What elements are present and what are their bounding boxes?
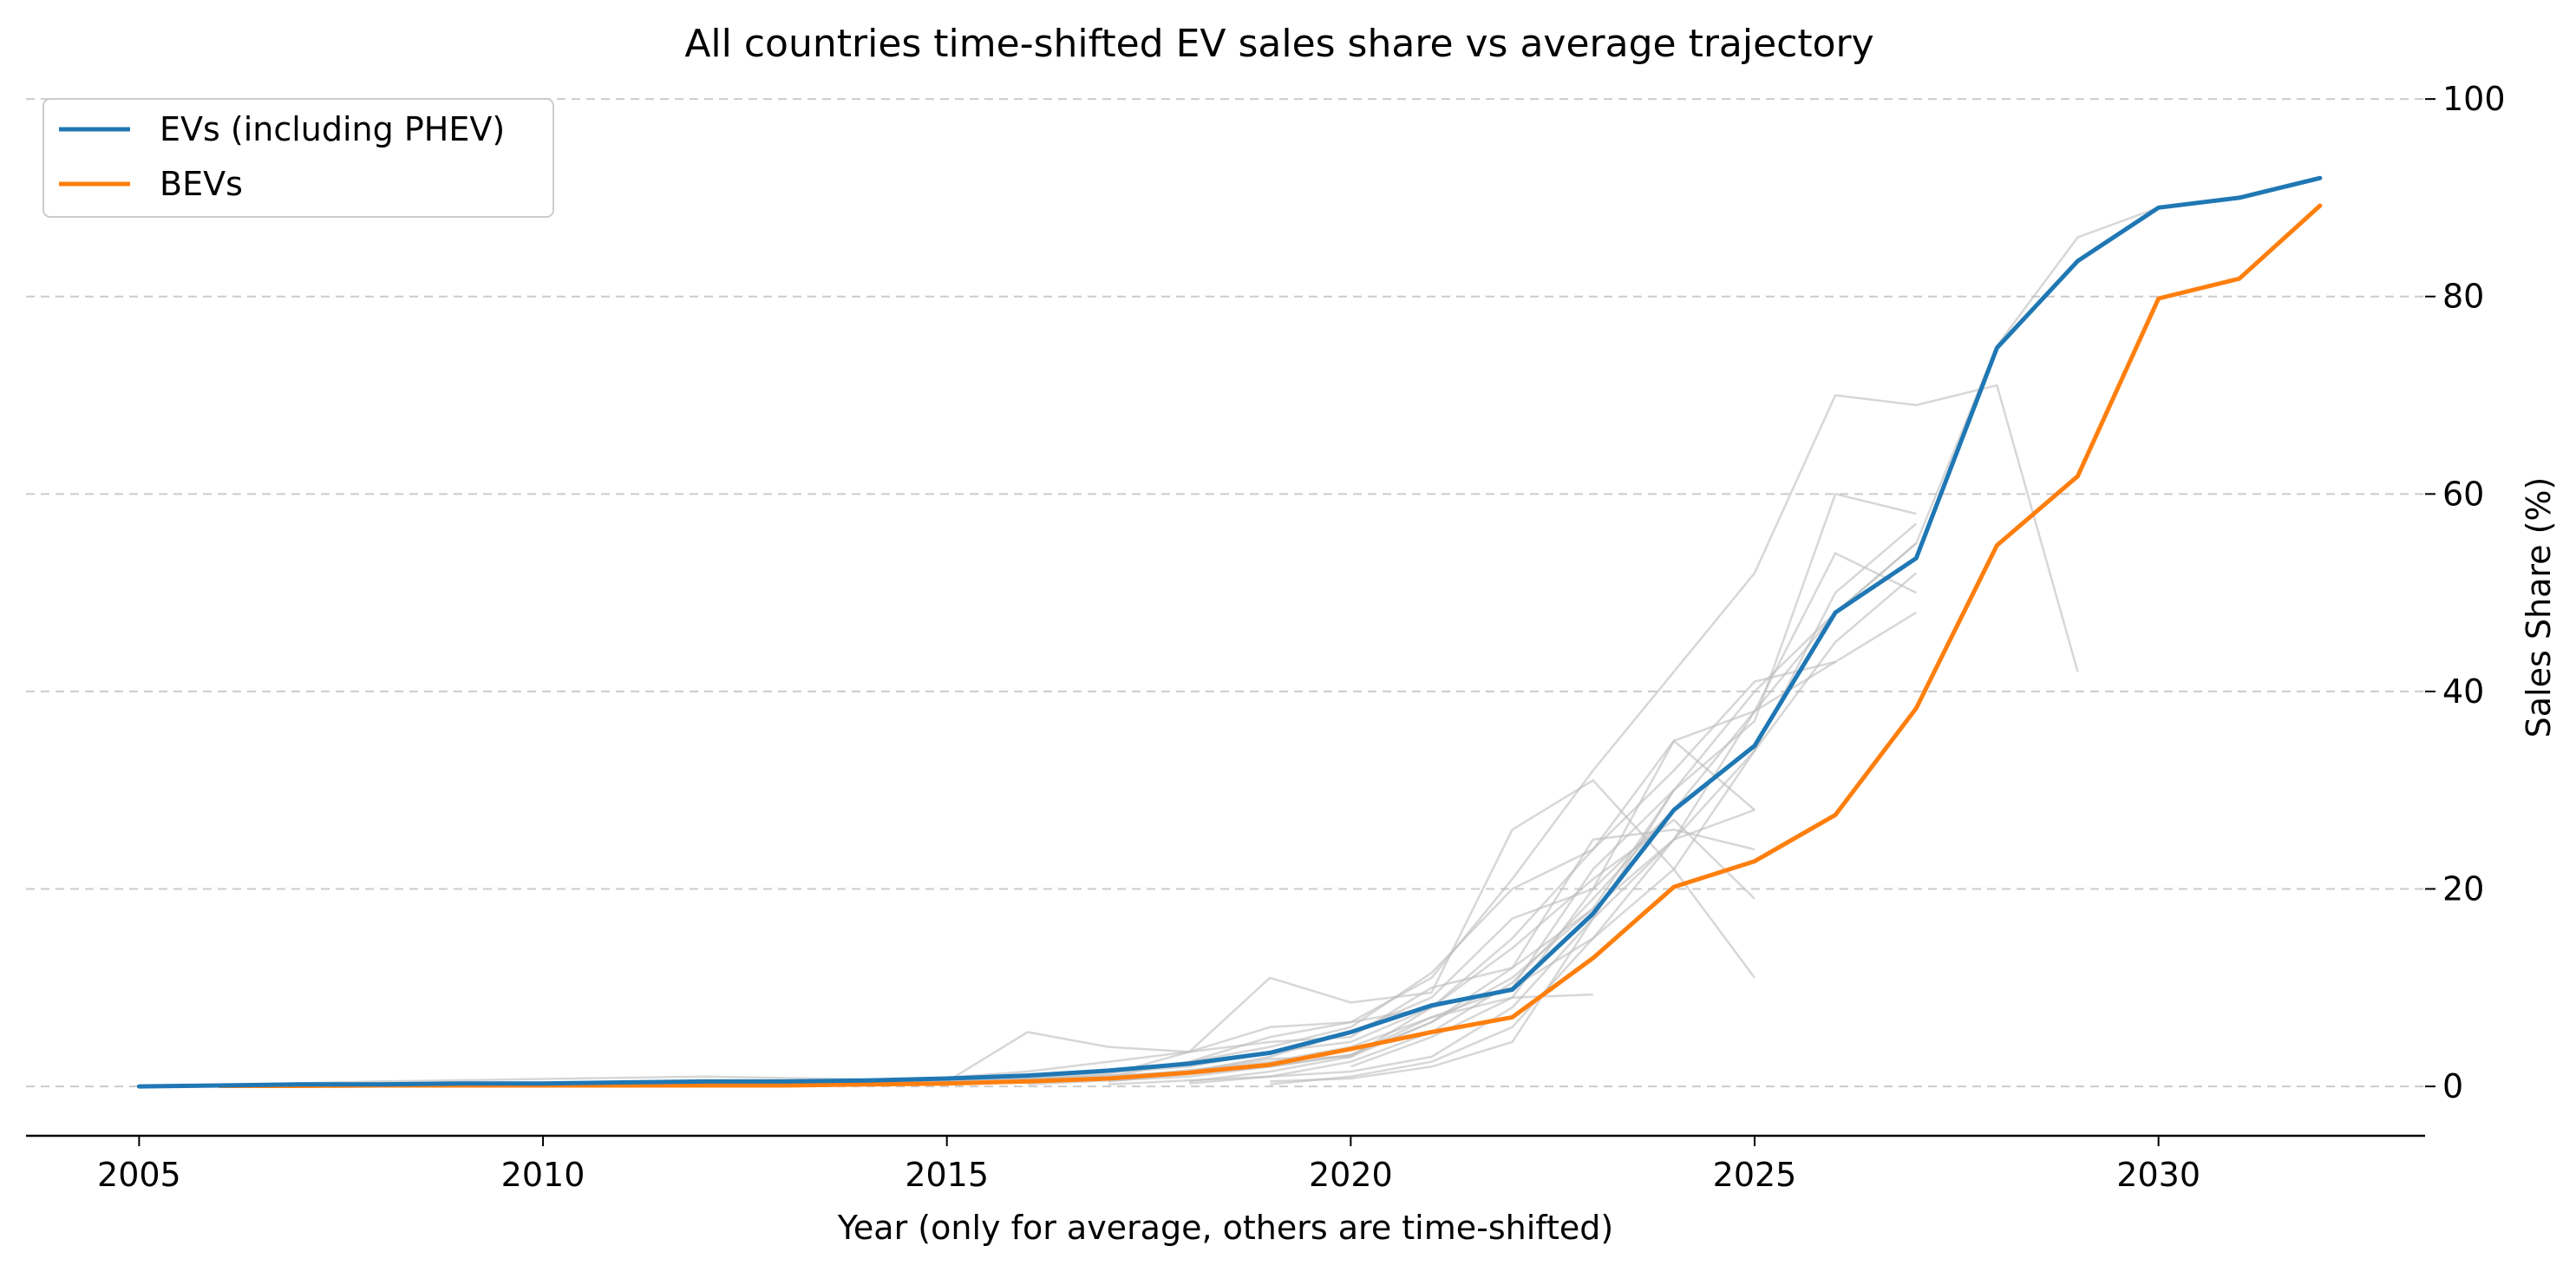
y-tick-label: 20 [2442,870,2484,908]
x-ticks: 2005 2010 2015 2020 2025 2030 [97,1136,2200,1194]
y-tick-label: 0 [2442,1067,2463,1105]
average-lines [136,175,2323,1089]
x-tick-label: 2010 [501,1156,585,1194]
legend-label-evs: EVs (including PHEV) [160,110,505,148]
y-tick-label: 60 [2442,475,2484,513]
country-line [219,660,1836,1087]
chart-title: All countries time-shifted EV sales shar… [684,22,1873,66]
country-line [1270,522,1918,1083]
y-tick-label: 40 [2442,672,2484,711]
legend-label-bevs: BEVs [160,165,243,203]
country-line [946,493,1917,1086]
country-line [704,384,2079,1085]
country-line [785,552,1917,1086]
y-tick-label: 80 [2442,278,2484,316]
x-tick-label: 2025 [1713,1156,1797,1194]
country-line [1027,818,1755,1084]
series-line-evs [136,175,2323,1089]
y-tick-label: 100 [2442,80,2506,118]
legend: EVs (including PHEV) BEVs [42,98,554,218]
legend-box [42,98,554,218]
x-tick-label: 2005 [97,1156,181,1194]
grid [26,98,2425,1088]
series-line-bevs [218,203,2323,1088]
x-axis-label: Year (only for average, others are time-… [837,1209,1613,1247]
x-tick-label: 2030 [2116,1156,2200,1194]
x-tick-label: 2015 [905,1156,989,1194]
country-line [1188,542,1918,1083]
y-axis-label: Sales Share (%) [2520,477,2558,738]
x-tick-label: 2020 [1309,1156,1393,1194]
country-line [1350,207,2160,1068]
country-lines [139,207,2160,1088]
y-ticks: 0 20 40 60 80 100 [2425,80,2506,1105]
